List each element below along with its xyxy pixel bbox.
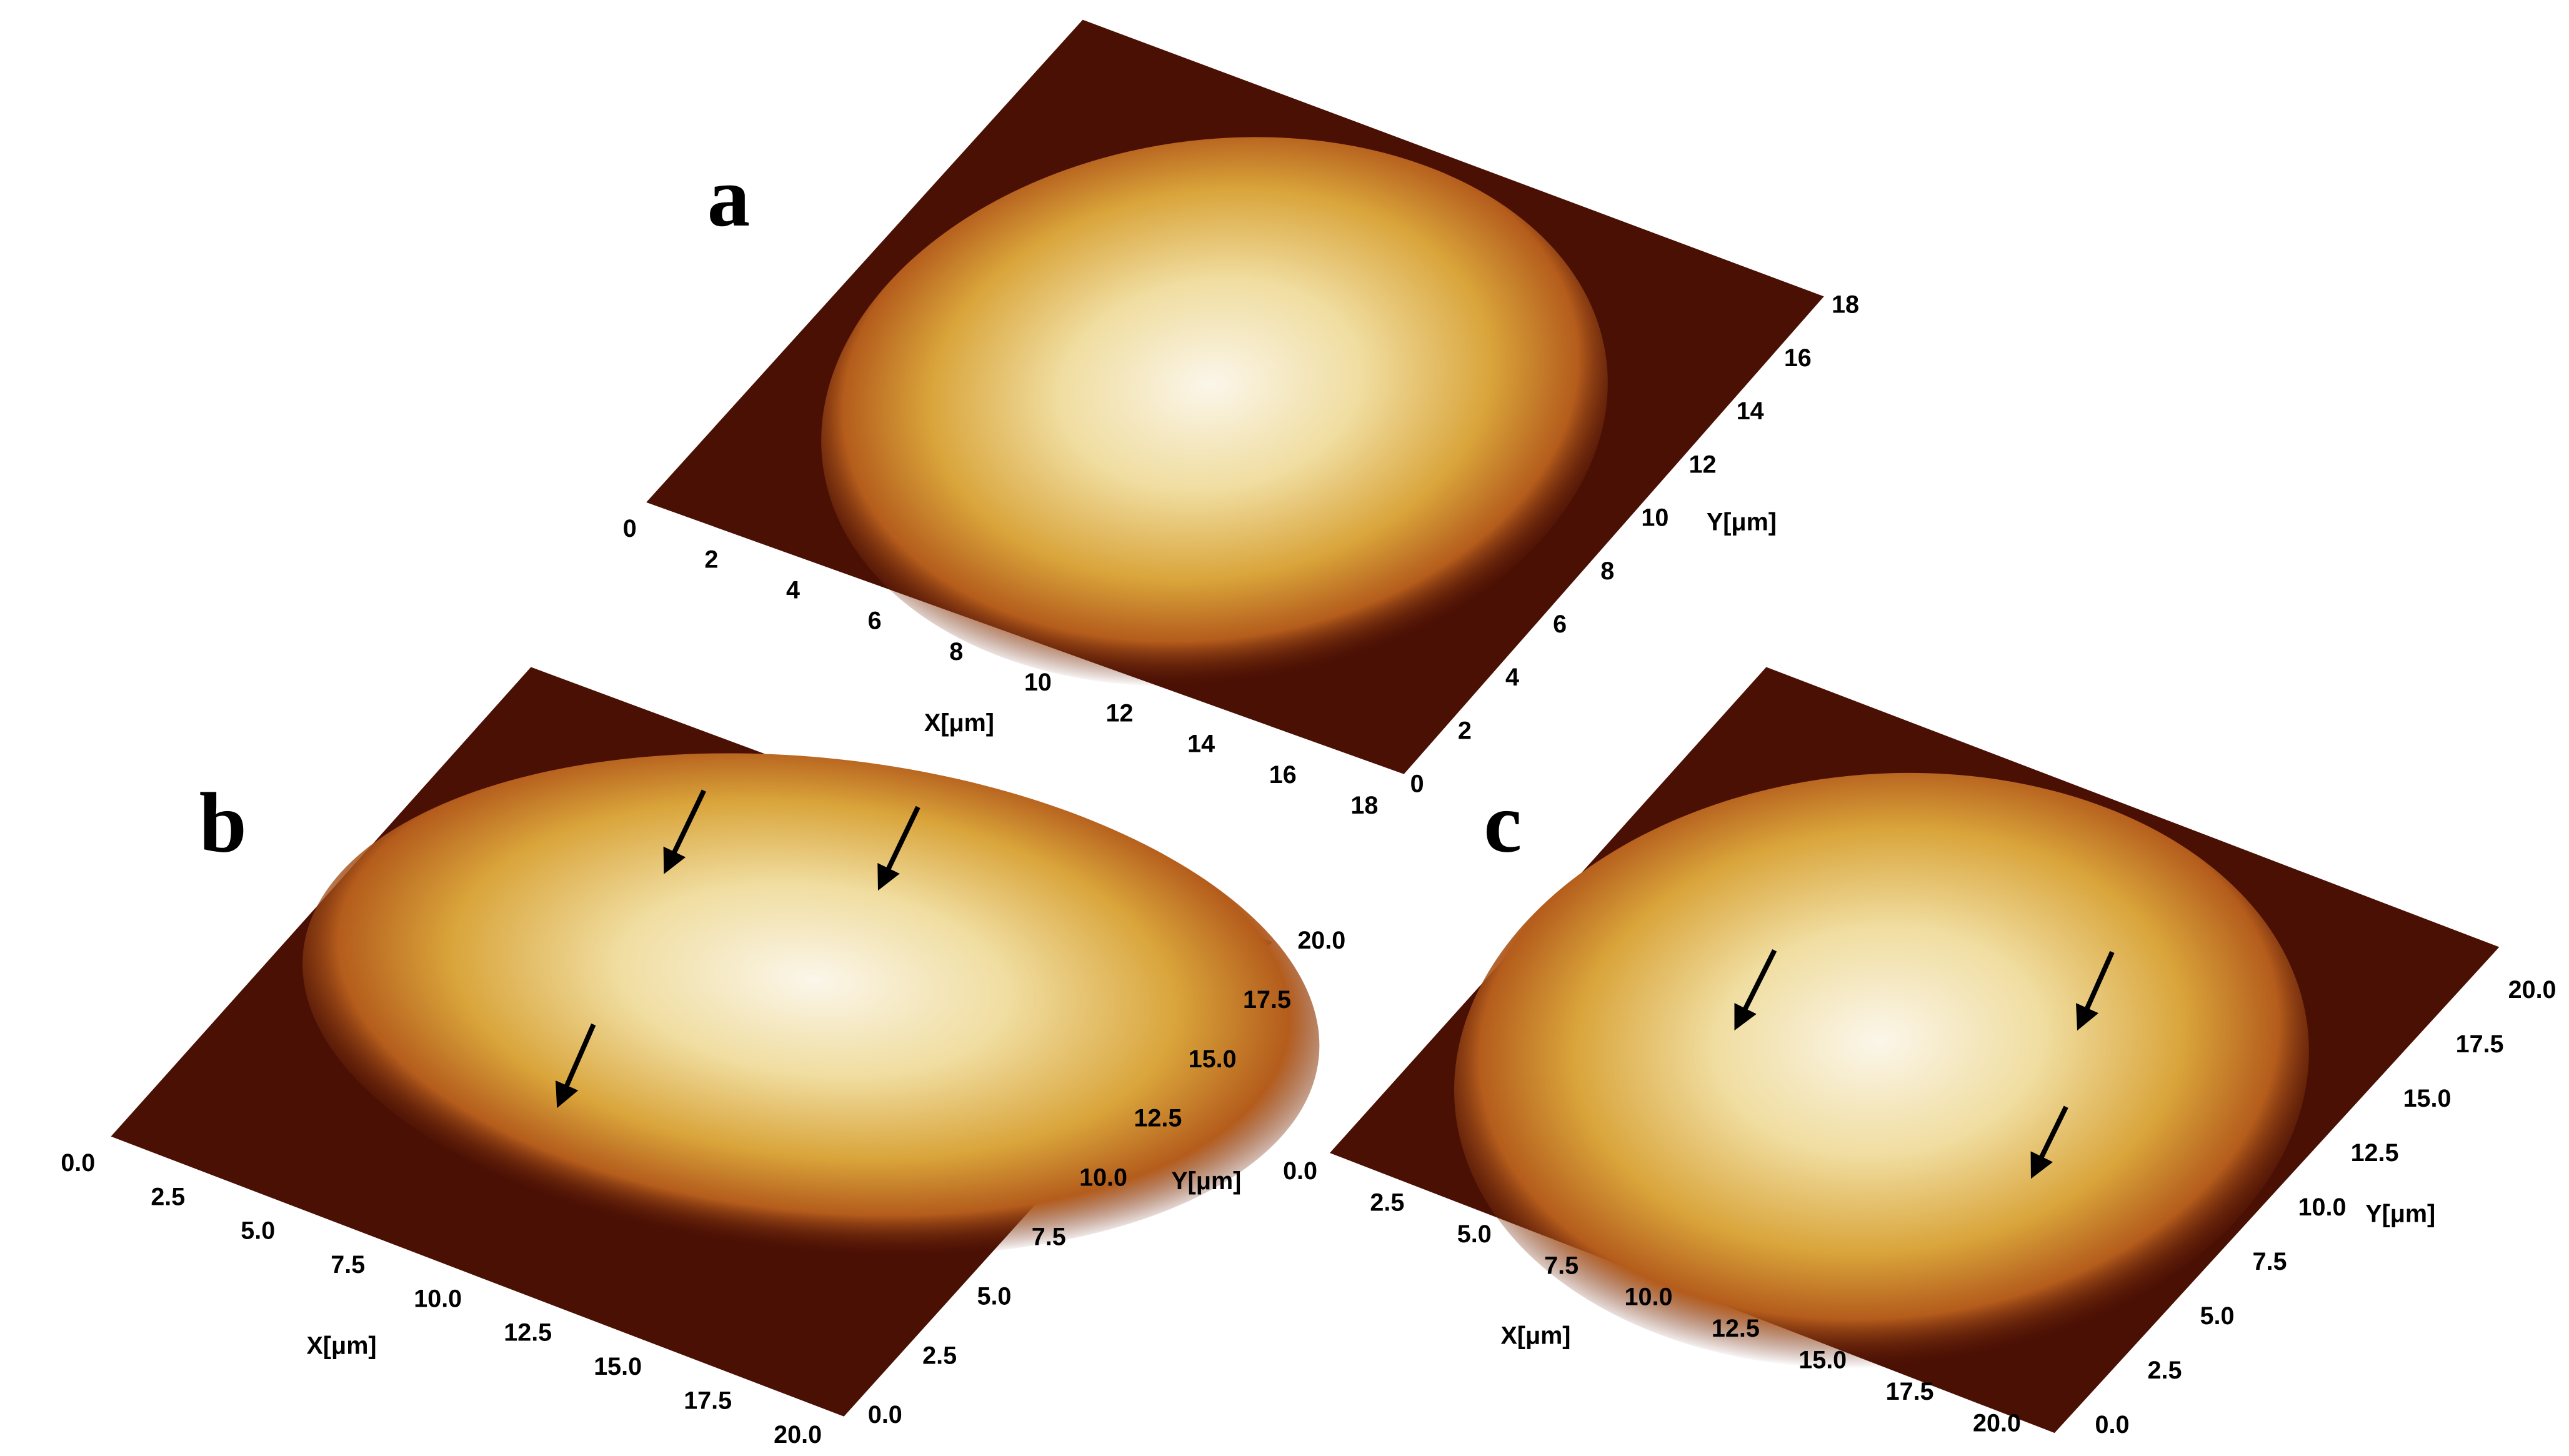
y-tick-label: 8 [1600, 557, 1614, 585]
y-tick-label: 2 [1458, 717, 1472, 744]
x-tick-label: 7.5 [1544, 1252, 1579, 1279]
y-tick-label: 2.5 [922, 1342, 957, 1369]
x-tick-label: 15.0 [1798, 1347, 1847, 1374]
y-tick-label: 18 [1832, 291, 1859, 319]
y-tick-label: 5.0 [977, 1282, 1011, 1310]
y-tick-label: 2.5 [2148, 1357, 2182, 1384]
y-tick-label: 10 [1641, 504, 1669, 532]
y-tick-label: 20.0 [2508, 976, 2557, 1004]
panel-label: c [1484, 775, 1522, 870]
arrows [556, 789, 2115, 1179]
y-tick-label: 10.0 [1079, 1164, 1127, 1192]
x-tick-label: 2 [704, 546, 718, 573]
x-tick-label: 0.0 [1283, 1157, 1317, 1185]
x-tick-label: 6 [868, 607, 882, 635]
y-tick-label: 17.5 [1243, 986, 1291, 1014]
y-tick-label: 6 [1553, 611, 1567, 638]
y-tick-label: 17.5 [2456, 1030, 2504, 1058]
y-axis-label: Y[μm] [2365, 1200, 2435, 1228]
x-tick-label: 17.5 [1886, 1378, 1934, 1405]
y-tick-label: 12 [1689, 451, 1717, 478]
x-tick-label: 2.5 [151, 1183, 185, 1210]
y-tick-label: 15.0 [2403, 1085, 2452, 1112]
arrow [877, 805, 920, 891]
x-tick-label: 12.5 [504, 1319, 552, 1347]
y-tick-label: 5.0 [2200, 1302, 2235, 1330]
arrow [2030, 1105, 2068, 1179]
x-tick-label: 5.0 [241, 1217, 275, 1245]
x-axis-label: X[μm] [924, 709, 994, 737]
x-tick-label: 5.0 [1457, 1220, 1492, 1248]
y-tick-label: 0 [1410, 770, 1424, 798]
y-tick-label: 0.0 [868, 1401, 902, 1429]
y-tick-label: 4 [1505, 664, 1519, 691]
arrow [663, 789, 706, 874]
x-tick-label: 10 [1024, 669, 1052, 696]
x-tick-label: 2.5 [1370, 1189, 1404, 1216]
x-tick-label: 14 [1187, 730, 1215, 758]
x-tick-label: 10.0 [1625, 1284, 1673, 1311]
y-axis-label: Y[μm] [1171, 1167, 1241, 1195]
cell-c [1454, 772, 2309, 1369]
x-tick-label: 20.0 [774, 1421, 822, 1449]
y-tick-label: 15.0 [1189, 1045, 1237, 1073]
x-tick-label: 18 [1350, 792, 1378, 819]
x-tick-label: 4 [786, 577, 800, 604]
y-tick-label: 10.0 [2298, 1194, 2347, 1221]
y-tick-label: 16 [1784, 344, 1812, 372]
y-tick-label: 12.5 [1134, 1105, 1182, 1132]
y-axis-label: Y[μm] [1707, 509, 1777, 536]
x-tick-label: 20.0 [1973, 1409, 2021, 1437]
y-tick-label: 7.5 [1032, 1224, 1066, 1251]
x-tick-label: 15.0 [594, 1353, 642, 1380]
x-tick-label: 16 [1269, 761, 1297, 789]
arrow [2076, 950, 2115, 1031]
x-tick-label: 12.5 [1712, 1315, 1760, 1342]
arrow [1734, 949, 1777, 1031]
x-axis-label: X[μm] [1500, 1322, 1570, 1350]
panel-label: b [199, 775, 247, 870]
x-tick-label: 7.5 [331, 1251, 365, 1279]
y-tick-label: 14 [1737, 397, 1764, 425]
x-tick-label: 12 [1106, 699, 1134, 727]
cell-b [302, 753, 1320, 1257]
arrow [556, 1023, 596, 1109]
y-tick-label: 12.5 [2351, 1139, 2399, 1167]
x-tick-label: 17.5 [684, 1387, 732, 1414]
x-tick-label: 10.0 [414, 1285, 462, 1312]
x-tick-label: 0.0 [61, 1149, 95, 1177]
y-tick-label: 20.0 [1297, 927, 1345, 954]
x-axis-label: X[μm] [307, 1332, 377, 1359]
cell-a [821, 137, 1608, 687]
y-tick-label: 0.0 [2095, 1411, 2129, 1439]
x-tick-label: 8 [949, 638, 963, 666]
y-tick-label: 7.5 [2253, 1248, 2287, 1275]
panel-label: a [707, 149, 751, 244]
x-tick-label: 0 [623, 515, 637, 542]
